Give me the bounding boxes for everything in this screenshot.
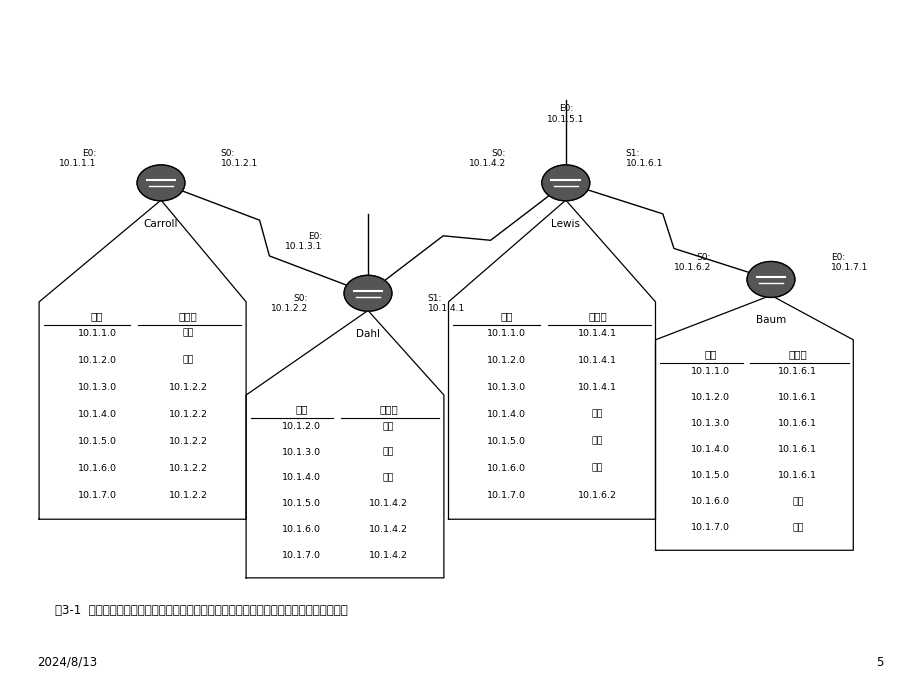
- Text: 下一跳: 下一跳: [379, 404, 397, 414]
- Text: 10.1.7.0: 10.1.7.0: [691, 523, 730, 532]
- Text: 10.1.2.0: 10.1.2.0: [691, 393, 730, 402]
- Text: 直连: 直连: [591, 437, 603, 446]
- Text: 10.1.2.0: 10.1.2.0: [282, 422, 321, 431]
- Text: 网络: 网络: [91, 310, 103, 321]
- Text: 10.1.6.2: 10.1.6.2: [577, 491, 617, 500]
- Circle shape: [746, 262, 794, 297]
- Text: 直连: 直连: [591, 410, 603, 419]
- Text: 直连: 直连: [791, 523, 803, 532]
- Text: 直连: 直连: [791, 497, 803, 506]
- Text: E0:
10.1.5.1: E0: 10.1.5.1: [547, 104, 584, 124]
- Text: 10.1.2.2: 10.1.2.2: [168, 410, 208, 419]
- Text: E0:
10.1.1.1: E0: 10.1.1.1: [59, 149, 96, 168]
- Text: 5: 5: [875, 656, 882, 669]
- Text: 下一跳: 下一跳: [788, 349, 806, 359]
- Text: 10.1.3.0: 10.1.3.0: [486, 383, 526, 392]
- Text: S0:
10.1.2.1: S0: 10.1.2.1: [221, 149, 257, 168]
- Text: 10.1.3.0: 10.1.3.0: [690, 419, 730, 428]
- Text: 10.1.4.2: 10.1.4.2: [369, 500, 407, 509]
- Text: S0:
10.1.6.2: S0: 10.1.6.2: [674, 253, 710, 272]
- Text: 直连: 直连: [182, 356, 194, 365]
- Polygon shape: [246, 310, 444, 578]
- Text: 10.1.1.0: 10.1.1.0: [77, 329, 117, 338]
- Text: 10.1.5.0: 10.1.5.0: [486, 437, 526, 446]
- Text: 10.1.1.0: 10.1.1.0: [691, 367, 730, 376]
- Text: 10.1.4.1: 10.1.4.1: [577, 356, 617, 365]
- Text: 10.1.6.1: 10.1.6.1: [777, 367, 816, 376]
- Text: 10.1.4.2: 10.1.4.2: [369, 551, 407, 560]
- Text: 10.1.5.0: 10.1.5.0: [691, 471, 730, 480]
- Text: S1:
10.1.6.1: S1: 10.1.6.1: [625, 149, 663, 168]
- Text: S0:
10.1.2.2: S0: 10.1.2.2: [271, 294, 308, 313]
- Text: 10.1.2.0: 10.1.2.0: [486, 356, 526, 365]
- Text: 2024/8/13: 2024/8/13: [37, 656, 96, 669]
- Text: 10.1.6.0: 10.1.6.0: [486, 464, 526, 473]
- Text: E0:
10.1.7.1: E0: 10.1.7.1: [830, 253, 868, 272]
- Text: 图3-1  每一个路由表项目需要的信息至少应该包括目标网络地址和指向目标网络地址的指针: 图3-1 每一个路由表项目需要的信息至少应该包括目标网络地址和指向目标网络地址的…: [55, 604, 347, 617]
- Circle shape: [344, 275, 391, 311]
- Text: 10.1.6.1: 10.1.6.1: [777, 445, 816, 454]
- Text: 10.1.2.2: 10.1.2.2: [168, 491, 208, 500]
- Text: 10.1.6.0: 10.1.6.0: [282, 525, 321, 534]
- Text: 10.1.3.0: 10.1.3.0: [77, 383, 117, 392]
- Text: 10.1.4.2: 10.1.4.2: [369, 525, 407, 534]
- Text: 10.1.1.0: 10.1.1.0: [486, 329, 526, 338]
- Text: 10.1.4.1: 10.1.4.1: [577, 383, 617, 392]
- Text: 10.1.4.0: 10.1.4.0: [486, 410, 526, 419]
- Text: S1:
10.1.4.1: S1: 10.1.4.1: [427, 294, 464, 313]
- Circle shape: [541, 165, 589, 201]
- Text: 10.1.4.0: 10.1.4.0: [691, 445, 730, 454]
- Polygon shape: [654, 295, 853, 551]
- Text: 直连: 直连: [382, 422, 394, 431]
- Text: 10.1.6.1: 10.1.6.1: [777, 393, 816, 402]
- Text: 下一跳: 下一跳: [587, 310, 607, 321]
- Text: E0:
10.1.3.1: E0: 10.1.3.1: [284, 232, 322, 251]
- Text: 10.1.4.0: 10.1.4.0: [282, 473, 321, 482]
- Text: 网络: 网络: [500, 310, 512, 321]
- Circle shape: [137, 165, 185, 201]
- Text: 直连: 直连: [591, 464, 603, 473]
- Text: S0:
10.1.4.2: S0: 10.1.4.2: [469, 149, 505, 168]
- Text: 10.1.6.1: 10.1.6.1: [777, 419, 816, 428]
- Text: 下一跳: 下一跳: [178, 310, 198, 321]
- Text: 10.1.5.0: 10.1.5.0: [77, 437, 117, 446]
- Text: 10.1.2.0: 10.1.2.0: [77, 356, 117, 365]
- Text: 10.1.6.0: 10.1.6.0: [691, 497, 730, 506]
- Text: 10.1.2.2: 10.1.2.2: [168, 464, 208, 473]
- Text: 10.1.5.0: 10.1.5.0: [282, 500, 321, 509]
- Text: 直连: 直连: [382, 473, 394, 482]
- Text: 10.1.4.1: 10.1.4.1: [577, 329, 617, 338]
- Text: Carroll: Carroll: [143, 219, 178, 228]
- Text: 直连: 直连: [182, 329, 194, 338]
- Text: 10.1.3.0: 10.1.3.0: [281, 448, 321, 457]
- Text: Dahl: Dahl: [356, 329, 380, 339]
- Text: 10.1.4.0: 10.1.4.0: [77, 410, 117, 419]
- Text: 10.1.6.1: 10.1.6.1: [777, 471, 816, 480]
- Polygon shape: [39, 200, 246, 519]
- Polygon shape: [448, 200, 654, 519]
- Text: 10.1.2.2: 10.1.2.2: [168, 437, 208, 446]
- Text: 10.1.7.0: 10.1.7.0: [77, 491, 117, 500]
- Text: Lewis: Lewis: [550, 219, 580, 228]
- Text: 10.1.7.0: 10.1.7.0: [486, 491, 526, 500]
- Text: 直连: 直连: [382, 448, 394, 457]
- Text: 网络: 网络: [295, 404, 307, 414]
- Text: 网络: 网络: [704, 349, 716, 359]
- Text: Baum: Baum: [755, 315, 785, 325]
- Text: 10.1.6.0: 10.1.6.0: [77, 464, 117, 473]
- Text: 10.1.7.0: 10.1.7.0: [282, 551, 321, 560]
- Text: 10.1.2.2: 10.1.2.2: [168, 383, 208, 392]
